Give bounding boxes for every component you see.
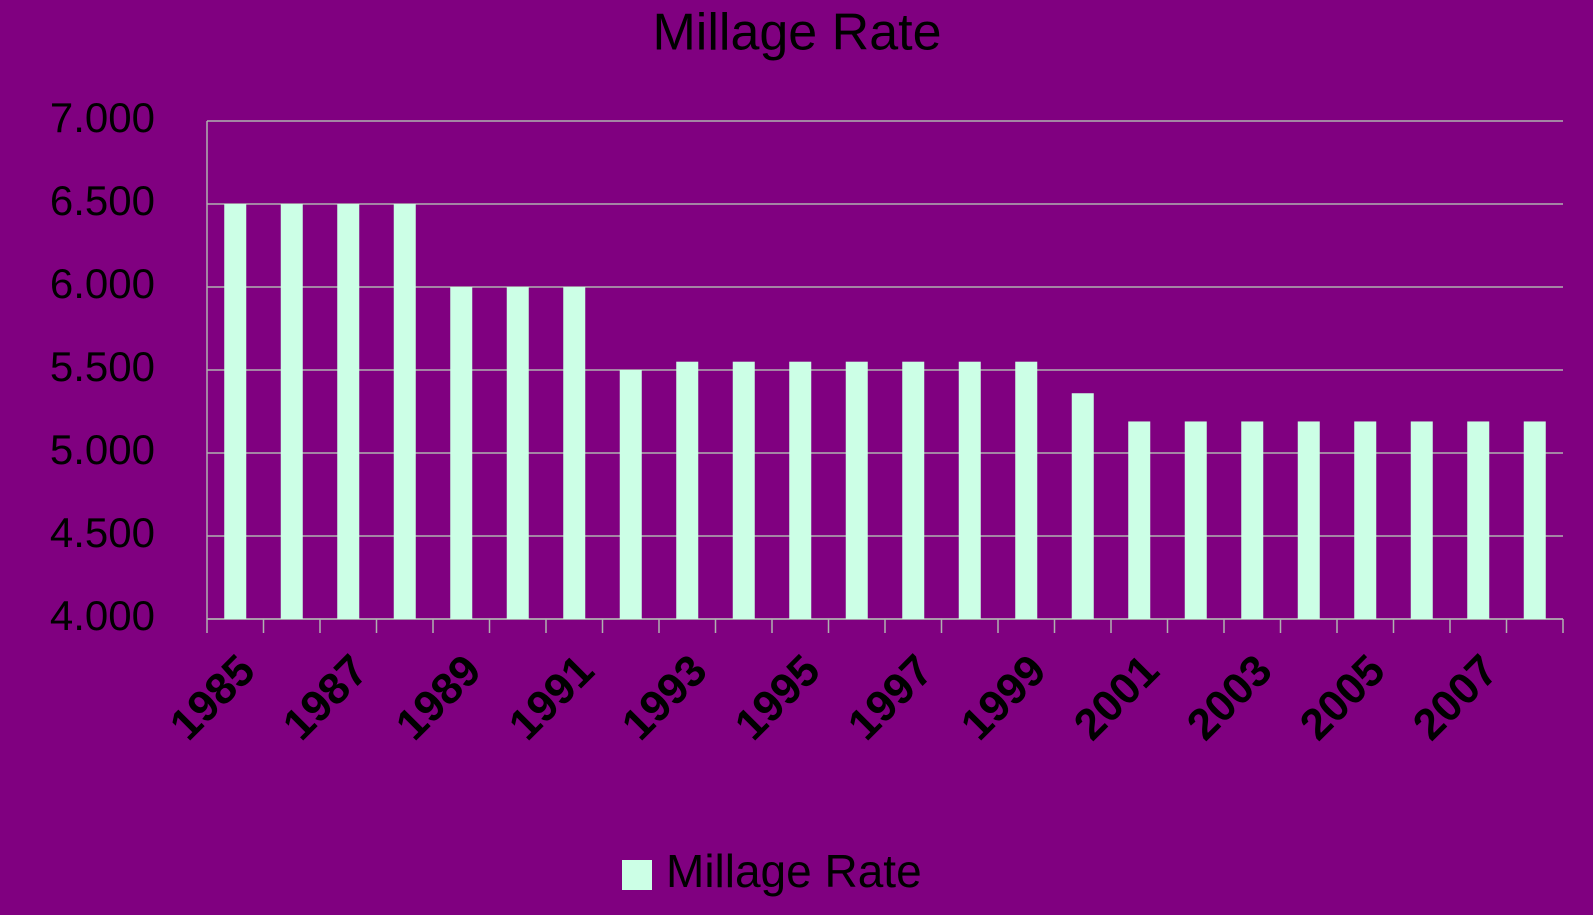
y-tick-label: 6.000 xyxy=(50,260,155,307)
legend-label: Millage Rate xyxy=(666,845,922,897)
bar xyxy=(506,287,529,619)
bar xyxy=(563,287,586,619)
y-tick-label: 5.000 xyxy=(50,426,155,473)
bar xyxy=(1241,421,1264,619)
y-tick-label: 4.000 xyxy=(50,592,155,639)
bar xyxy=(845,361,868,619)
bar xyxy=(450,287,473,619)
bar xyxy=(902,361,925,619)
legend-swatch xyxy=(622,860,652,890)
bar xyxy=(1523,421,1546,619)
y-tick-label: 5.500 xyxy=(50,343,155,390)
bar xyxy=(280,204,303,619)
bar xyxy=(393,204,416,619)
bar xyxy=(1071,393,1094,619)
bar xyxy=(1128,421,1151,619)
bar xyxy=(1297,421,1320,619)
bar xyxy=(619,370,642,619)
bar xyxy=(337,204,360,619)
bar xyxy=(1184,421,1207,619)
bar xyxy=(676,361,699,619)
bar xyxy=(958,361,981,619)
bar xyxy=(224,204,247,619)
chart-title: Millage Rate xyxy=(652,4,941,62)
y-tick-label: 6.500 xyxy=(50,177,155,224)
bar xyxy=(1467,421,1490,619)
bar xyxy=(1410,421,1433,619)
y-tick-label: 7.000 xyxy=(50,94,155,141)
bar xyxy=(789,361,812,619)
bar xyxy=(1354,421,1377,619)
y-tick-label: 4.500 xyxy=(50,509,155,556)
bar xyxy=(1015,361,1038,619)
bar xyxy=(732,361,755,619)
